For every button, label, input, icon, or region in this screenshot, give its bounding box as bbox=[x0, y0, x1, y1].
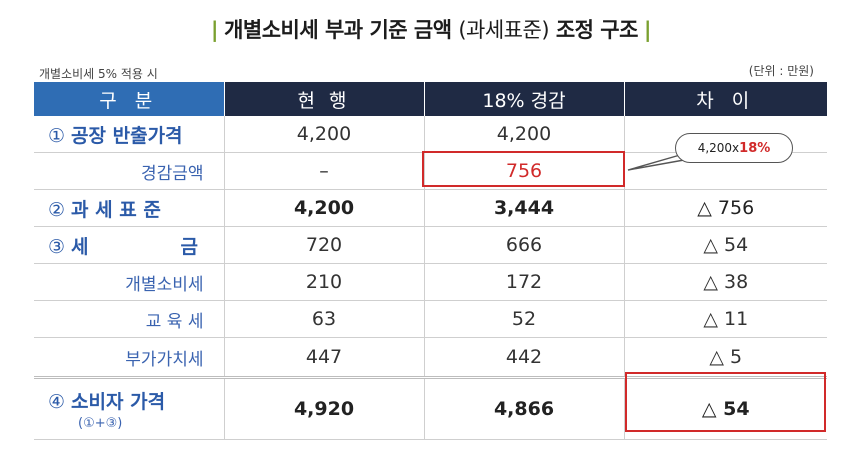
title-main: 개별소비세 부과 기준 금액 bbox=[224, 18, 452, 42]
difference-highlight-box bbox=[625, 372, 826, 432]
cell-reduced: 52 bbox=[423, 300, 624, 338]
cell-diff: △ 38 bbox=[623, 263, 827, 301]
table-row-education-tax: 교 육 세 63 52 △ 11 bbox=[34, 300, 827, 338]
header-reduced: 18% 경감 bbox=[423, 82, 624, 116]
reduction-highlight-box bbox=[422, 151, 625, 187]
row-label: 부가가치세 bbox=[34, 337, 224, 379]
row-label: 개별소비세 bbox=[34, 263, 224, 301]
consumer-price-formula: (①+③) bbox=[78, 416, 123, 431]
row-label-text: 공장 반출가격 bbox=[71, 124, 183, 147]
cell-reduced: 3,444 bbox=[423, 189, 624, 227]
cell-reduced: 4,866 bbox=[423, 377, 624, 440]
row-label-text: 과 세 표 준 bbox=[71, 198, 161, 221]
header-category: 구 분 bbox=[34, 82, 224, 116]
row-number: ④ bbox=[48, 391, 66, 413]
cell-current: 447 bbox=[223, 337, 424, 379]
row-label-text-2: 금 bbox=[180, 235, 199, 258]
reduction-callout: 4,200x18% bbox=[675, 133, 793, 163]
cell-reduced: 756 bbox=[423, 152, 624, 190]
cell-current: 4,920 bbox=[223, 377, 424, 440]
row-number: ③ bbox=[48, 235, 66, 258]
table-row-vat: 부가가치세 447 442 △ 5 bbox=[34, 337, 827, 379]
cell-current: 720 bbox=[223, 226, 424, 264]
cell-current: 210 bbox=[223, 263, 424, 301]
title-tail: 조정 구조 bbox=[555, 18, 639, 42]
unit-note: (단위 : 만원) bbox=[748, 64, 814, 78]
cell-current: 4,200 bbox=[223, 189, 424, 227]
tax-structure-table: 구 분 현 행 18% 경감 차 이 ① 공장 반출가격 4,200 4,200 … bbox=[34, 82, 827, 440]
table-row-individual-consumption-tax: 개별소비세 210 172 △ 38 bbox=[34, 263, 827, 301]
table-header-row: 구 분 현 행 18% 경감 차 이 bbox=[34, 82, 827, 116]
table-row-consumer-price: ④ 소비자 가격 (①+③) 4,920 4,866 △ 54 bbox=[34, 377, 827, 440]
cell-diff: △ 756 bbox=[623, 189, 827, 227]
cell-reduced: 4,200 bbox=[423, 116, 624, 153]
cell-reduced: 666 bbox=[423, 226, 624, 264]
row-label-text: 세 bbox=[71, 235, 89, 258]
page-title: | 개별소비세 부과 기준 금액 (과세표준) 조정 구조 | bbox=[0, 14, 862, 44]
consumer-price-label: ④ 소비자 가격 bbox=[48, 387, 224, 414]
row-label: ① 공장 반출가격 bbox=[34, 116, 224, 153]
row-label-text: 소비자 가격 bbox=[71, 391, 166, 413]
cell-current: 4,200 bbox=[223, 116, 424, 153]
row-label: 교 육 세 bbox=[34, 300, 224, 338]
header-difference: 차 이 bbox=[623, 82, 827, 116]
cell-reduced: 172 bbox=[423, 263, 624, 301]
row-number: ① bbox=[48, 124, 66, 147]
cell-diff: △ 54 bbox=[623, 226, 827, 264]
cell-diff: △ 54 bbox=[623, 377, 827, 440]
cell-diff: △ 11 bbox=[623, 300, 827, 338]
callout-pointer-line bbox=[627, 154, 685, 171]
cell-current: – bbox=[223, 152, 424, 190]
title-bar-left: | bbox=[210, 18, 219, 42]
applied-rate-note: 개별소비세 5% 적용 시 bbox=[39, 67, 158, 81]
header-current: 현 행 bbox=[223, 82, 424, 116]
callout-highlight: 18% bbox=[739, 141, 771, 156]
title-paren: (과세표준) bbox=[458, 18, 550, 42]
row-label: ④ 소비자 가격 (①+③) bbox=[34, 377, 224, 440]
callout-prefix: 4,200x bbox=[697, 141, 740, 155]
row-label: 경감금액 bbox=[34, 152, 224, 190]
title-bar-right: | bbox=[643, 18, 652, 42]
cell-reduced: 442 bbox=[423, 337, 624, 379]
cell-current: 63 bbox=[223, 300, 424, 338]
row-number: ② bbox=[48, 198, 66, 221]
table-row-reduction-amount: 경감금액 – 756 bbox=[34, 152, 827, 190]
